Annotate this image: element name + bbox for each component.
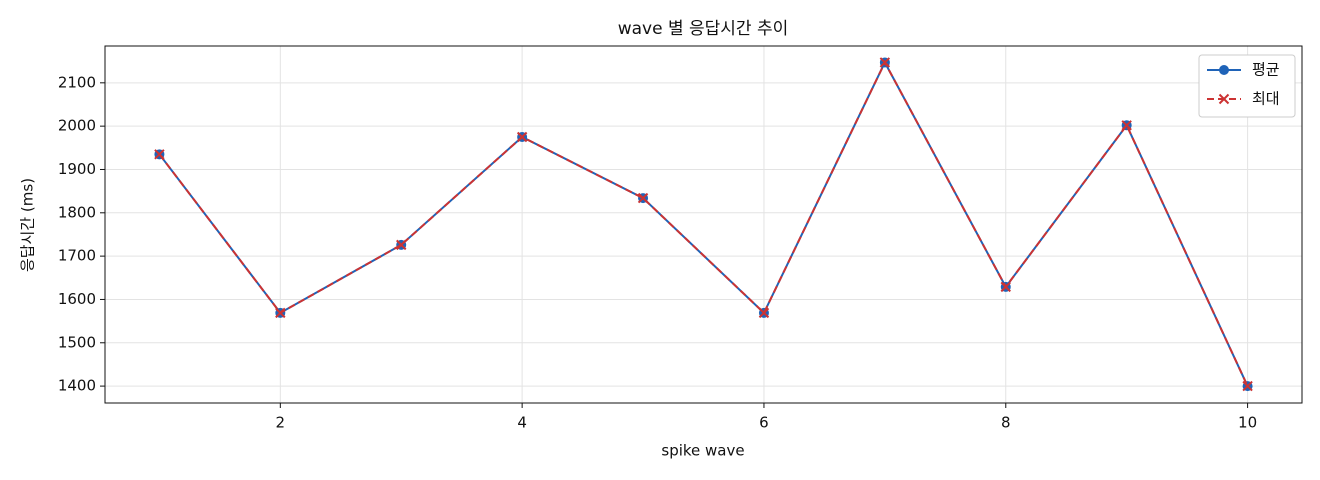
marker — [275, 307, 286, 319]
legend-label: 평균 — [1252, 61, 1280, 79]
marker — [758, 307, 770, 319]
y-tick-label: 1700 — [58, 247, 96, 265]
marker — [879, 57, 891, 68]
y-tick-label: 2000 — [58, 117, 96, 135]
y-tick-label: 1900 — [58, 160, 96, 178]
y-tick-label: 1500 — [58, 333, 96, 351]
legend-label: 최대 — [1252, 90, 1280, 108]
x-tick-label: 4 — [517, 414, 527, 432]
y-tick-label: 1800 — [58, 203, 96, 221]
plot-frame — [104, 45, 1303, 404]
marker — [516, 131, 528, 143]
legend-box — [1198, 54, 1296, 118]
chart-title: wave 별 응답시간 추이 — [618, 19, 789, 39]
x-tick-label: 10 — [1238, 414, 1257, 432]
y-axis-label: 응답시간 (ms) — [19, 178, 37, 272]
legend-marker — [1218, 93, 1230, 105]
x-tick-label: 2 — [276, 414, 286, 432]
x-tick-label: 8 — [1001, 414, 1011, 432]
y-tick-label: 1600 — [58, 290, 96, 308]
marker — [1121, 120, 1132, 131]
y-tick-label: 1400 — [58, 377, 96, 395]
line — [158, 60, 1249, 387]
marker — [1000, 281, 1011, 293]
marker — [396, 239, 407, 251]
legend-marker — [1219, 65, 1229, 75]
marker — [637, 192, 649, 204]
x-axis-label: spike wave — [661, 442, 744, 460]
x-tick-label: 6 — [759, 414, 769, 432]
marker — [1242, 380, 1253, 392]
marker — [154, 149, 165, 160]
y-tick-label: 2100 — [58, 73, 96, 91]
